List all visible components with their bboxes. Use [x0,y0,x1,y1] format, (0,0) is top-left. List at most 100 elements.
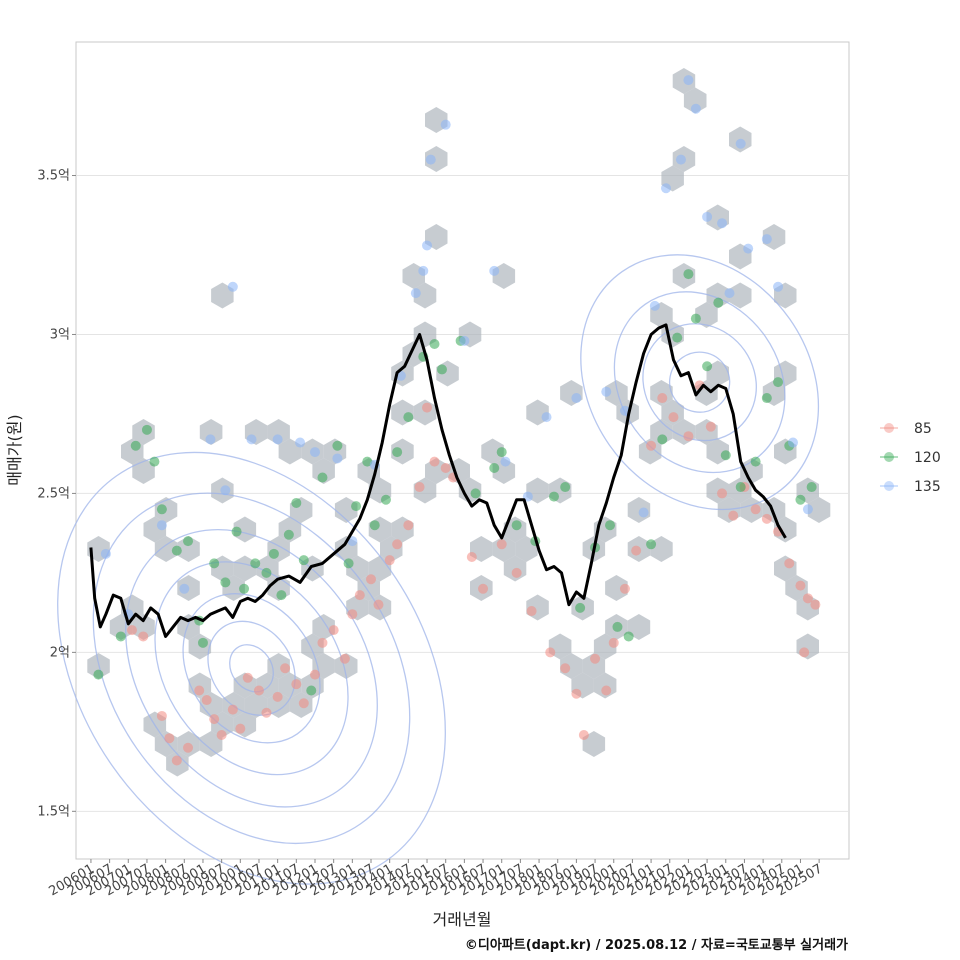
point-85 [138,631,149,642]
density-contour [57,451,446,885]
point-120 [429,339,440,350]
point-120 [672,332,683,343]
point-120 [806,482,817,493]
hexbin-cell [605,575,628,601]
point-120 [560,482,571,493]
point-135 [332,453,343,464]
point-135 [690,103,701,114]
point-135 [601,386,612,397]
point-135 [773,281,784,292]
point-135 [418,265,429,276]
point-85 [171,755,182,766]
point-135 [272,434,283,445]
point-120 [612,621,623,632]
x-axis-title: 거래년월 [433,910,492,929]
point-85 [511,567,522,578]
point-85 [227,704,238,715]
point-85 [560,663,571,674]
point-120 [250,558,261,569]
point-85 [601,685,612,696]
point-85 [526,606,537,617]
point-85 [328,625,339,636]
density-contour [229,644,274,693]
point-135 [410,288,421,299]
point-85 [291,679,302,690]
point-120 [220,577,231,588]
hexbin-cell [605,380,628,406]
point-120 [156,504,167,515]
point-120 [362,456,373,467]
point-85 [298,698,309,709]
point-85 [631,545,642,556]
density-contour [580,254,820,511]
point-85 [235,723,246,734]
point-85 [619,583,630,594]
point-85 [216,730,227,741]
hexbin-cell [391,438,414,465]
point-120 [171,545,182,556]
point-85 [784,558,795,569]
point-120 [470,488,481,499]
point-85 [802,593,813,604]
point-120 [351,501,362,512]
point-135 [309,447,320,458]
hexbin-cell [177,536,200,562]
hexbin-cell [706,360,729,387]
point-85 [347,609,358,620]
point-120 [298,555,309,566]
legend-key-point [884,481,894,491]
point-85 [253,685,264,696]
density-contour [642,323,757,442]
point-120 [197,637,208,648]
point-85 [705,421,716,432]
point-120 [761,393,772,404]
legend-label: 85 [914,421,932,437]
point-135 [724,288,735,299]
point-120 [332,440,343,451]
y-tick-label: 2억 [50,645,70,660]
point-135 [761,234,772,245]
density-contour [182,593,321,744]
point-135 [179,583,190,594]
point-120 [115,631,126,642]
hexbin-cell [199,419,223,445]
hexbin-cell [188,672,212,699]
hexbin-cell [233,516,257,543]
point-85 [156,710,167,721]
point-120 [392,447,403,458]
point-120 [605,520,616,531]
point-120 [511,520,522,531]
point-120 [436,364,447,375]
point-120 [646,539,657,550]
point-120 [239,583,250,594]
point-85 [795,580,806,591]
legend-key-point [884,452,894,462]
legend-label: 120 [914,450,941,466]
source-caption: ©디아파트(dapt.kr) / 2025.08.12 / 자료=국토교통부 실… [464,938,848,953]
point-135 [205,434,216,445]
point-135 [683,75,694,86]
hexbin-cell [211,282,234,309]
point-135 [638,507,649,518]
point-120 [489,462,500,473]
y-tick-label: 1.5억 [37,804,70,819]
hexbin-cell [481,438,504,465]
point-85 [496,539,507,550]
point-135 [702,211,713,222]
point-120 [496,447,507,458]
point-85 [571,688,582,699]
point-120 [369,520,380,531]
point-120 [276,590,287,601]
point-120 [268,548,279,559]
trend-line [89,323,787,638]
point-85 [242,672,253,683]
point-85 [646,440,657,451]
point-85 [127,625,138,636]
hexbin-cell [650,536,673,562]
point-135 [425,154,436,165]
hexbin-cell [312,614,335,640]
hexbin-cell [706,282,729,309]
y-tick-label: 2.5억 [37,486,70,501]
point-85 [668,412,679,423]
